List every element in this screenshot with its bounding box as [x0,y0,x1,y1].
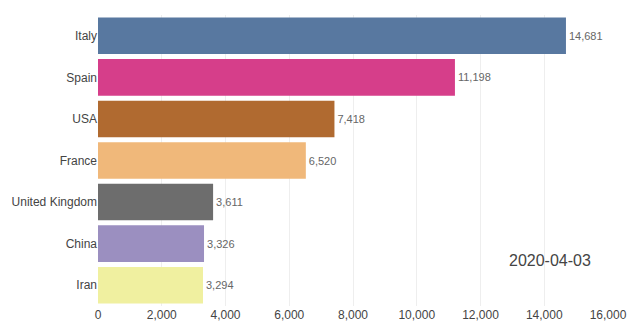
svg-text:4,000: 4,000 [210,308,240,322]
svg-text:China: China [66,237,98,251]
svg-text:14,000: 14,000 [526,308,563,322]
svg-text:3,326: 3,326 [207,238,235,250]
svg-text:Italy: Italy [75,29,97,43]
svg-text:Spain: Spain [66,71,97,85]
svg-text:6,520: 6,520 [309,155,337,167]
svg-text:6,000: 6,000 [274,308,304,322]
svg-text:10,000: 10,000 [398,308,435,322]
svg-text:8,000: 8,000 [338,308,368,322]
svg-text:7,418: 7,418 [337,113,365,125]
svg-text:2,000: 2,000 [147,308,177,322]
svg-text:3,611: 3,611 [216,196,243,208]
svg-text:Iran: Iran [76,278,97,292]
svg-text:11,198: 11,198 [458,71,491,83]
svg-text:USA: USA [72,112,97,126]
svg-text:United Kingdom: United Kingdom [12,195,97,209]
svg-text:14,681: 14,681 [569,30,603,42]
svg-text:16,000: 16,000 [590,308,627,322]
svg-text:2020-04-03: 2020-04-03 [509,252,591,269]
svg-text:France: France [60,154,98,168]
svg-text:3,294: 3,294 [206,279,234,291]
svg-text:12,000: 12,000 [462,308,499,322]
svg-text:0: 0 [95,308,102,322]
